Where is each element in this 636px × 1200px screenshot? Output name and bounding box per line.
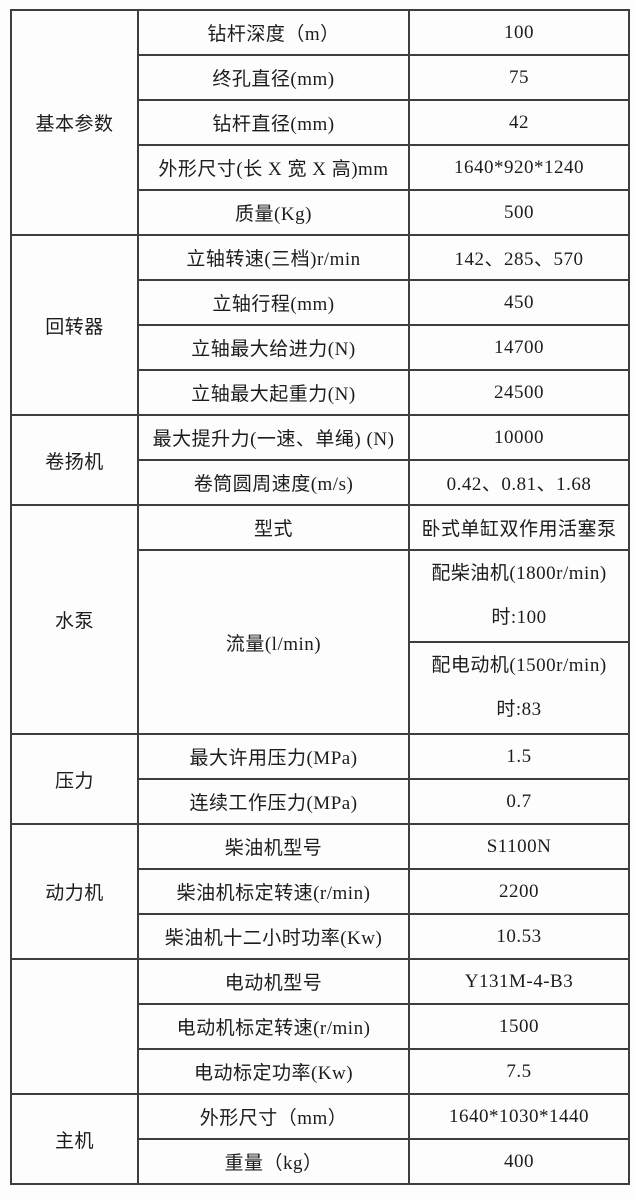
param-cell: 钻杆深度（m） [137,9,410,56]
param-cell: 型式 [137,504,410,551]
spec-row: 水泵 型式 卧式单缸双作用活塞泵 [10,504,630,735]
value-line: 时:100 [491,607,547,628]
param-cell: 最大提升力(一速、单绳) (N) [137,414,410,461]
value-cell: 24500 [408,369,630,416]
param-cell: 立轴行程(mm) [137,279,410,326]
param-cell: 外形尺寸（mm） [137,1093,410,1140]
category-cell-basic-params: 基本参数 [10,9,139,236]
spec-row: 主机 外形尺寸（mm） 1640*1030*1440 [10,1093,630,1185]
category-cell-main-machine: 主机 [10,1093,139,1185]
spec-row: 压力 最大许用压力(MPa) 1.5 [10,733,630,825]
param-cell: 钻杆直径(mm) [137,99,410,146]
param-cell: 电动标定功率(Kw) [137,1048,410,1095]
value-cell: 10.53 [408,913,630,960]
value-line: 时:83 [496,699,542,720]
value-cell: 7.5 [408,1048,630,1095]
value-cell: 卧式单缸双作用活塞泵 [408,504,630,551]
value-line: 配柴油机(1800r/min) [431,563,607,584]
category-cell-electric-motor-blank [10,958,139,1095]
param-cell: 终孔直径(mm) [137,54,410,101]
value-cell: 0.7 [408,778,630,825]
spec-row: 基本参数 钻杆深度（m） 100 [10,9,630,236]
category-cell-power-unit: 动力机 [10,823,139,960]
value-cell: 0.42、0.81、1.68 [408,459,630,506]
param-cell: 最大许用压力(MPa) [137,733,410,780]
spec-row: 柴油机十二小时功率(Kw) 10.53 [11,913,630,960]
param-cell: 立轴最大起重力(N) [137,369,410,416]
value-cell: 10000 [408,414,630,461]
spec-row: 重量（kg） 400 [11,1138,630,1185]
spec-row: 卷筒圆周速度(m/s) 0.42、0.81、1.68 [11,459,630,506]
spec-row: 流量(l/min) 配柴油机(1800r/min) 时:100 [11,549,630,735]
param-cell: 连续工作压力(MPa) [137,778,410,825]
param-cell: 柴油机十二小时功率(Kw) [137,913,410,960]
spec-row: 柴油机标定转速(r/min) 2200 [11,868,630,915]
param-cell: 流量(l/min) [137,549,410,735]
value-cell: 配柴油机(1800r/min) 时:100 [408,549,630,643]
value-cell: 400 [408,1138,630,1185]
spec-row: 配电动机(1500r/min) 时:83 [11,641,630,735]
value-cell: 450 [408,279,630,326]
spec-row: 外形尺寸(长 X 宽 X 高)mm 1640*920*1240 [11,144,630,191]
spec-row: 立轴最大给进力(N) 14700 [11,324,630,371]
value-cell: 14700 [408,324,630,371]
value-cell: 配电动机(1500r/min) 时:83 [408,641,630,735]
category-cell-winch: 卷扬机 [10,414,139,506]
category-cell-water-pump: 水泵 [10,504,139,735]
spec-row: 立轴行程(mm) 450 [11,279,630,326]
spec-row: 卷扬机 最大提升力(一速、单绳) (N) 10000 [10,414,630,506]
param-cell: 卷筒圆周速度(m/s) [137,459,410,506]
spec-row: 质量(Kg) 500 [11,189,630,236]
spec-row: 连续工作压力(MPa) 0.7 [11,778,630,825]
value-cell: 1.5 [408,733,630,780]
param-cell: 立轴最大给进力(N) [137,324,410,371]
param-cell: 电动机标定转速(r/min) [137,1003,410,1050]
value-cell: 2200 [408,868,630,915]
spec-table: 基本参数 钻杆深度（m） 100 终孔直径(mm) 75 钻杆直径(mm) 42… [10,9,630,1185]
param-cell: 立轴转速(三档)r/min [137,234,410,281]
spec-row: 终孔直径(mm) 75 [11,54,630,101]
value-cell: 100 [408,9,630,56]
param-cell: 柴油机标定转速(r/min) [137,868,410,915]
spec-row: 钻杆直径(mm) 42 [11,99,630,146]
value-cell: 75 [408,54,630,101]
category-cell-rotator: 回转器 [10,234,139,416]
value-cell: 1640*920*1240 [408,144,630,191]
value-cell: 500 [408,189,630,236]
spec-row: 电动机标定转速(r/min) 1500 [11,1003,630,1050]
value-cell: 1500 [408,1003,630,1050]
category-cell-pressure: 压力 [10,733,139,825]
value-cell: 42 [408,99,630,146]
spec-row: 电动标定功率(Kw) 7.5 [11,1048,630,1095]
value-cell: Y131M-4-B3 [408,958,630,1005]
param-cell: 重量（kg） [137,1138,410,1185]
spec-row: 电动机型号 Y131M-4-B3 [10,958,630,1095]
value-cell: 142、285、570 [408,234,630,281]
value-cell: 1640*1030*1440 [408,1093,630,1140]
param-cell: 外形尺寸(长 X 宽 X 高)mm [137,144,410,191]
spec-row: 动力机 柴油机型号 S1100N [10,823,630,960]
spec-row: 立轴最大起重力(N) 24500 [11,369,630,416]
value-line: 配电动机(1500r/min) [431,655,607,676]
spec-row: 回转器 立轴转速(三档)r/min 142、285、570 [10,234,630,416]
param-cell: 柴油机型号 [137,823,410,870]
value-cell: S1100N [408,823,630,870]
param-cell: 电动机型号 [137,958,410,1005]
param-cell: 质量(Kg) [137,189,410,236]
